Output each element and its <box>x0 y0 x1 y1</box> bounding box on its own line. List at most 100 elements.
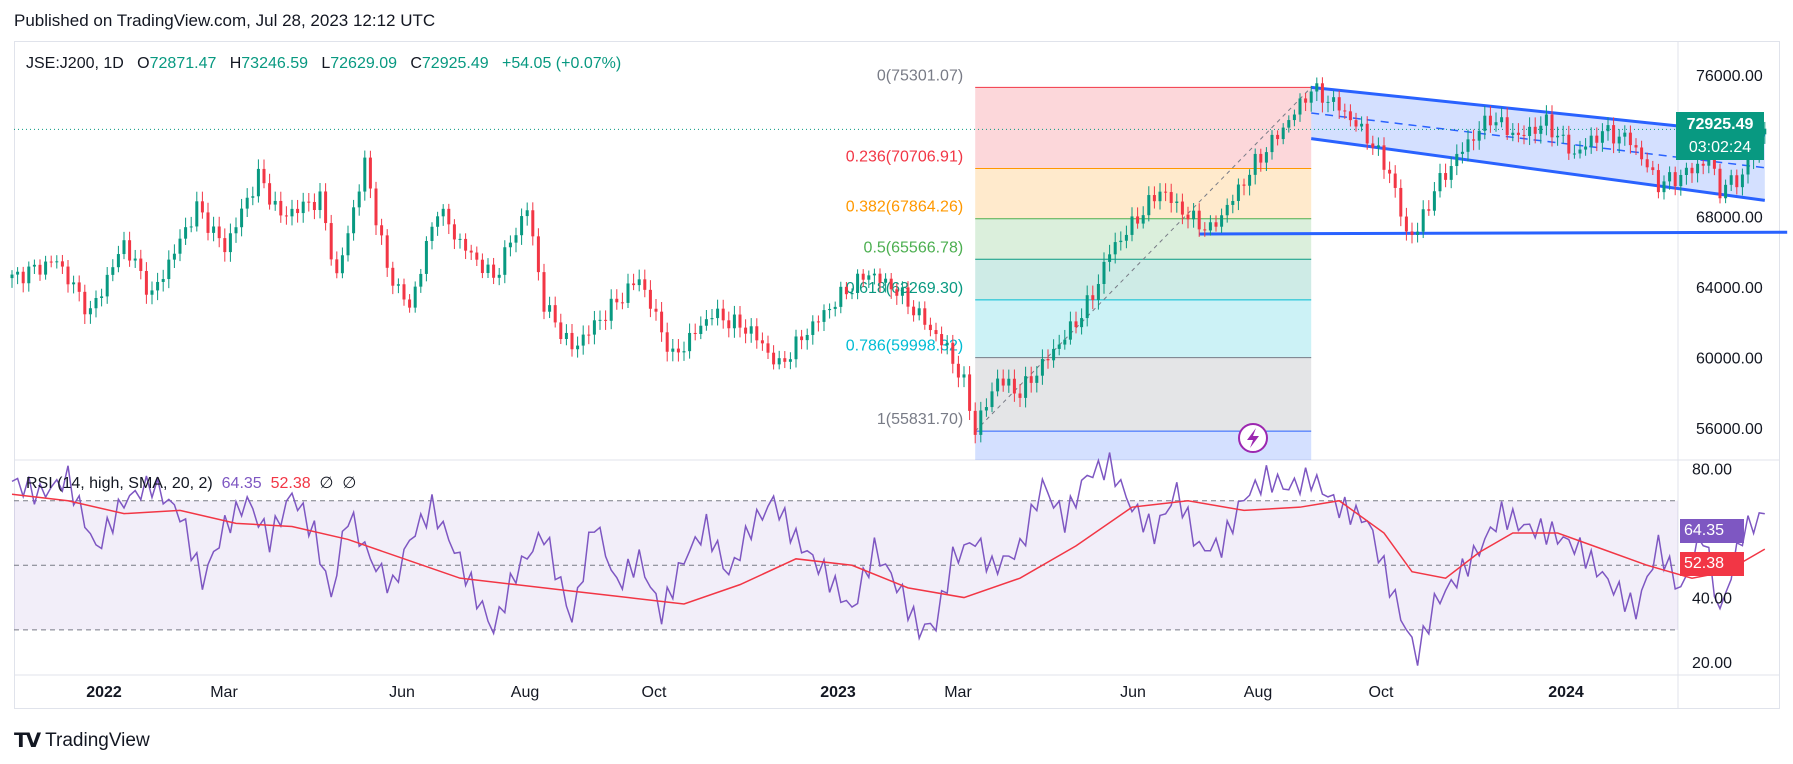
candle-body <box>161 279 165 282</box>
candle-body <box>716 308 720 319</box>
candle-body <box>452 224 456 240</box>
candle-body <box>1399 187 1403 217</box>
candle-body <box>139 258 143 271</box>
candle-body <box>1113 242 1117 255</box>
support-line <box>1199 230 1788 236</box>
candle-body <box>755 326 759 341</box>
candle-body <box>1444 173 1448 180</box>
candle-body <box>604 319 608 321</box>
candle-body <box>368 157 372 189</box>
candle-body <box>1421 209 1425 232</box>
lightning-icon[interactable] <box>1238 423 1268 453</box>
candle-body <box>1080 318 1084 328</box>
candle-body <box>1533 126 1537 134</box>
candle-body <box>928 324 932 331</box>
last-price-value: 72925.49 <box>1686 116 1754 133</box>
candle-body <box>626 283 630 303</box>
candle-body <box>1735 175 1739 188</box>
candle-body <box>206 212 210 233</box>
candle-body <box>514 235 518 243</box>
candle-body <box>1561 134 1565 136</box>
candle-body <box>1186 214 1190 220</box>
candle-body <box>116 254 120 268</box>
candle-body <box>290 208 294 217</box>
candle-body <box>800 336 804 341</box>
candle-body <box>133 258 137 261</box>
candle-body <box>234 227 238 234</box>
candle-body <box>1763 128 1767 135</box>
candle-body <box>1589 135 1593 147</box>
candle-body <box>396 284 400 286</box>
candle-body <box>38 264 42 275</box>
candle-body <box>923 308 927 325</box>
candle-body <box>996 378 1000 392</box>
candle-body <box>1640 147 1644 160</box>
candle-body <box>968 374 972 411</box>
candle-body <box>542 272 546 312</box>
candle-body <box>105 274 109 297</box>
candle-body <box>49 261 53 263</box>
candle-body <box>766 343 770 353</box>
candle-body <box>979 410 983 435</box>
candle-body <box>682 351 686 353</box>
candle-body <box>436 216 440 227</box>
rsi-axis-tick: 40.00 <box>1692 591 1732 608</box>
candle-body <box>1483 115 1487 131</box>
candle-body <box>1298 98 1302 115</box>
candle-body <box>217 226 221 239</box>
candle-body <box>284 215 288 217</box>
candle-body <box>1550 114 1554 138</box>
candle-body <box>777 358 781 365</box>
candle-body <box>1147 195 1151 216</box>
candle-body <box>1628 132 1632 146</box>
candle-body <box>940 334 944 346</box>
price-axis-tick: 64000.00 <box>1696 280 1763 297</box>
candle-body <box>1029 376 1033 383</box>
candle-body <box>273 200 277 205</box>
time-axis-tick: Oct <box>642 684 667 701</box>
candle-body <box>525 210 529 217</box>
candle-body <box>856 273 860 293</box>
candle-body <box>195 201 199 227</box>
candle-body <box>178 238 182 254</box>
candle-body <box>1152 195 1156 202</box>
candle-body <box>329 223 333 260</box>
candle-body <box>16 271 20 275</box>
candle-body <box>1320 83 1324 103</box>
symbol-label[interactable]: JSE:J200, 1D <box>26 55 124 72</box>
candle-body <box>1522 134 1526 136</box>
candle-body <box>1449 166 1453 180</box>
candle-body <box>1141 215 1145 224</box>
rsi-label[interactable]: RSI (14, high, SMA, 20, 2) <box>26 475 213 492</box>
candle-body <box>945 342 949 346</box>
candle-body <box>772 352 776 365</box>
candle-body <box>816 321 820 323</box>
candle-body <box>850 292 854 295</box>
candle-body <box>1231 201 1235 205</box>
candle-body <box>732 314 736 329</box>
published-caption: Published on TradingView.com, Jul 28, 20… <box>14 11 436 30</box>
candle-body <box>643 279 647 290</box>
candle-body <box>1063 339 1067 345</box>
time-axis-tick: 2023 <box>820 684 856 701</box>
candle-body <box>503 247 507 275</box>
candle-body <box>72 282 76 285</box>
candle-body <box>380 225 384 236</box>
candle-body <box>727 320 731 329</box>
candle-body <box>1264 152 1268 163</box>
candle-body <box>660 311 664 333</box>
candle-body <box>1488 115 1492 126</box>
close-label: C <box>410 55 422 72</box>
candle-body <box>167 259 171 280</box>
candle-body <box>508 242 512 248</box>
candle-body <box>1410 231 1414 235</box>
candle-body <box>486 264 490 274</box>
candle-body <box>637 279 641 286</box>
candle-body <box>464 238 468 251</box>
candle-body <box>1712 159 1716 169</box>
open-label: O <box>137 55 150 72</box>
candle-body <box>1432 191 1436 211</box>
candle-body <box>1124 234 1128 241</box>
footer-brand[interactable]: 𝗧𝗩 TradingView <box>14 728 150 753</box>
